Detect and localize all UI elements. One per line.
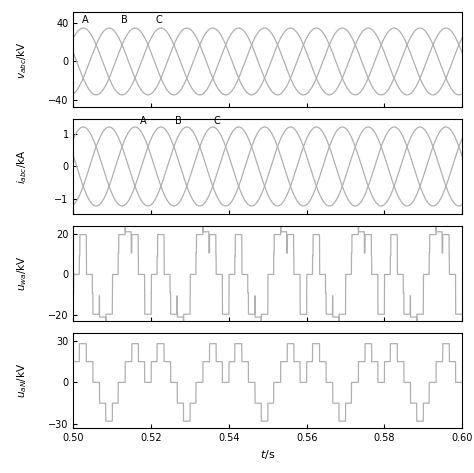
- Text: B: B: [120, 15, 128, 25]
- Y-axis label: $v_{abc}$/kV: $v_{abc}$/kV: [15, 41, 29, 79]
- Text: A: A: [82, 15, 89, 25]
- Text: A: A: [140, 116, 147, 126]
- Y-axis label: $u_{wa}$/kV: $u_{wa}$/kV: [15, 255, 29, 291]
- Y-axis label: $u_{aN}$/kV: $u_{aN}$/kV: [15, 363, 29, 398]
- Text: C: C: [155, 15, 163, 25]
- Text: C: C: [214, 116, 221, 126]
- X-axis label: $t$/s: $t$/s: [260, 448, 275, 462]
- Y-axis label: $i_{abc}$/kA: $i_{abc}$/kA: [15, 149, 29, 184]
- Text: B: B: [175, 116, 182, 126]
